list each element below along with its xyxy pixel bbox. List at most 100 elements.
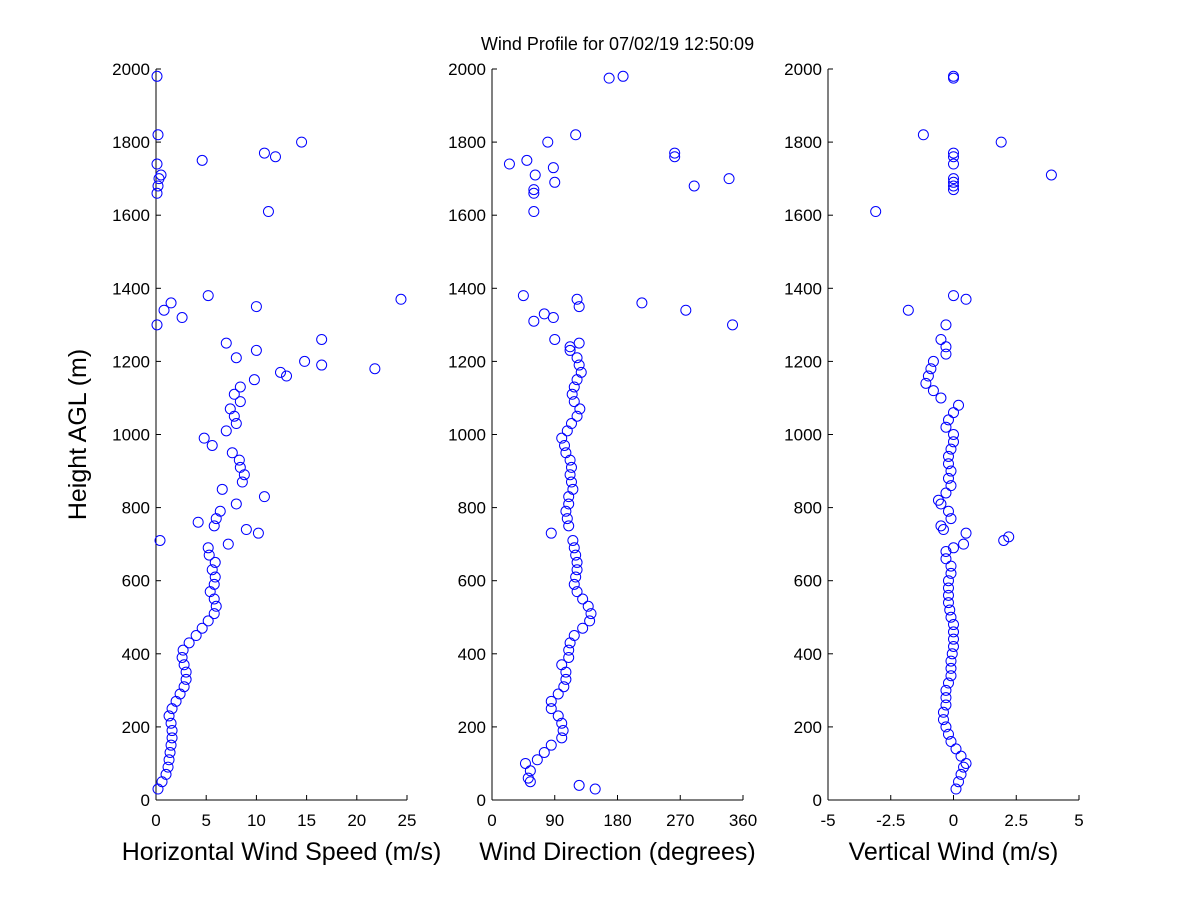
point xyxy=(577,622,589,634)
y-tick-label: 2000 xyxy=(784,60,822,79)
y-tick-label: 800 xyxy=(458,499,486,518)
point xyxy=(296,136,308,148)
point xyxy=(170,695,182,707)
point xyxy=(561,513,573,525)
point xyxy=(723,173,735,185)
point xyxy=(942,677,954,689)
y-tick-label: 200 xyxy=(458,718,486,737)
y-tick-label: 1200 xyxy=(784,352,822,371)
y-tick-label: 1000 xyxy=(448,426,486,445)
x-tick-label: 25 xyxy=(398,811,417,830)
point xyxy=(945,567,957,579)
point xyxy=(209,571,221,583)
point xyxy=(152,180,164,192)
point xyxy=(230,352,242,364)
y-tick-label: 1000 xyxy=(112,426,150,445)
point xyxy=(568,578,580,590)
point xyxy=(545,695,557,707)
x-tick-label: 5 xyxy=(1074,811,1083,830)
point xyxy=(542,136,554,148)
x-tick-label: 90 xyxy=(545,811,564,830)
point xyxy=(570,571,582,583)
point xyxy=(940,684,952,696)
point xyxy=(937,714,949,726)
point xyxy=(563,520,575,532)
point xyxy=(538,308,550,320)
point xyxy=(564,341,576,353)
point xyxy=(568,630,580,642)
point xyxy=(937,706,949,718)
x-tick-label: 5 xyxy=(201,811,210,830)
y-tick-label: 800 xyxy=(122,499,150,518)
point xyxy=(522,772,534,784)
point xyxy=(202,542,214,554)
point xyxy=(935,498,947,510)
point xyxy=(568,381,580,393)
point xyxy=(946,648,958,660)
point xyxy=(226,447,238,459)
chart-title: Wind Profile for 07/02/19 12:50:09 xyxy=(481,34,754,54)
point xyxy=(563,651,575,663)
point xyxy=(208,608,220,620)
point xyxy=(316,333,328,345)
point xyxy=(369,363,381,375)
point xyxy=(547,162,559,174)
point xyxy=(556,432,568,444)
point xyxy=(565,476,577,488)
point xyxy=(945,662,957,674)
y-tick-label: 1600 xyxy=(448,206,486,225)
point xyxy=(202,615,214,627)
point xyxy=(1045,169,1057,181)
x-tick-label: 180 xyxy=(603,811,631,830)
point xyxy=(571,586,583,598)
point xyxy=(564,454,576,466)
point xyxy=(204,586,216,598)
point xyxy=(935,392,947,404)
point xyxy=(940,545,952,557)
point xyxy=(945,560,957,572)
point xyxy=(198,432,210,444)
point xyxy=(230,498,242,510)
point xyxy=(940,348,952,360)
y-tick-label: 1600 xyxy=(112,206,150,225)
point xyxy=(152,783,164,795)
point xyxy=(680,304,692,316)
point xyxy=(935,333,947,345)
y-tick-label: 600 xyxy=(122,572,150,591)
x-tick-label: -2.5 xyxy=(876,811,905,830)
point xyxy=(945,443,957,455)
point xyxy=(517,290,529,302)
point xyxy=(940,487,952,499)
point xyxy=(669,147,681,159)
point xyxy=(209,556,221,568)
point xyxy=(180,673,192,685)
point xyxy=(240,524,252,536)
point xyxy=(560,447,572,459)
point xyxy=(902,304,914,316)
point xyxy=(948,173,959,185)
point xyxy=(236,476,248,488)
point xyxy=(556,717,568,729)
point xyxy=(950,743,962,755)
point xyxy=(942,582,954,594)
point xyxy=(262,206,274,218)
y-tick-label: 1800 xyxy=(112,133,150,152)
point xyxy=(552,710,564,722)
point xyxy=(176,651,188,663)
point xyxy=(948,640,959,652)
point xyxy=(177,644,189,656)
point xyxy=(528,315,540,327)
x-tick-label: 10 xyxy=(247,811,266,830)
point xyxy=(937,524,949,536)
point xyxy=(944,604,956,616)
point xyxy=(577,593,589,605)
point xyxy=(948,626,959,638)
point xyxy=(571,352,583,364)
point xyxy=(948,176,959,188)
point xyxy=(521,154,533,166)
point xyxy=(570,129,582,141)
point xyxy=(224,403,236,415)
point xyxy=(570,549,582,561)
point xyxy=(942,472,954,484)
